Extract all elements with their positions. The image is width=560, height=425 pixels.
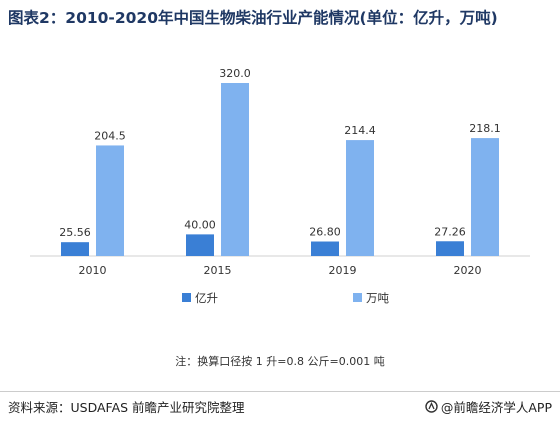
bar-yisheng-2019 xyxy=(311,241,339,256)
source-text: 资料来源：USDAFAS 前瞻产业研究院整理 xyxy=(8,400,245,415)
bar-wandun-2015 xyxy=(221,83,249,256)
data-label-yisheng-2010: 25.56 xyxy=(59,226,91,239)
bar-yisheng-2015 xyxy=(186,234,214,256)
x-tick-label-2015: 2015 xyxy=(204,264,232,277)
data-label-wandun-2010: 204.5 xyxy=(94,129,126,142)
x-tick-label-2020: 2020 xyxy=(454,264,482,277)
data-label-yisheng-2020: 27.26 xyxy=(434,225,466,238)
bar-yisheng-2020 xyxy=(436,241,464,256)
bar-wandun-2020 xyxy=(471,138,499,256)
data-label-wandun-2015: 320.0 xyxy=(219,67,251,80)
conversion-note: 注：换算口径按 1 升=0.8 公斤=0.001 吨 xyxy=(175,355,385,368)
data-label-wandun-2019: 214.4 xyxy=(344,124,376,137)
brand-credit: @前瞻经济学人APP xyxy=(425,397,552,416)
x-tick-label-2010: 2010 xyxy=(79,264,107,277)
brand-text: @前瞻经济学人APP xyxy=(440,400,552,415)
brand-logo-icon xyxy=(425,400,438,413)
legend-swatch-yisheng xyxy=(182,293,191,302)
chart-title: 图表2：2010-2020年中国生物柴油行业产能情况(单位：亿升，万吨) xyxy=(8,9,498,27)
bar-yisheng-2010 xyxy=(61,242,89,256)
bar-chart: 25.56 204.5 2010 40.00 320.0 2015 26.80 214.4 20… xyxy=(30,67,530,305)
bar-wandun-2019 xyxy=(346,140,374,256)
footer-divider xyxy=(0,391,560,392)
x-tick-label-2019: 2019 xyxy=(329,264,357,277)
legend-label-wandun: 万吨 xyxy=(366,291,389,305)
data-label-yisheng-2015: 40.00 xyxy=(184,218,216,231)
legend-swatch-wandun xyxy=(353,293,362,302)
bar-wandun-2010 xyxy=(96,145,124,256)
legend-label-yisheng: 亿升 xyxy=(195,291,218,305)
data-label-wandun-2020: 218.1 xyxy=(469,122,501,135)
data-label-yisheng-2019: 26.80 xyxy=(309,226,341,239)
